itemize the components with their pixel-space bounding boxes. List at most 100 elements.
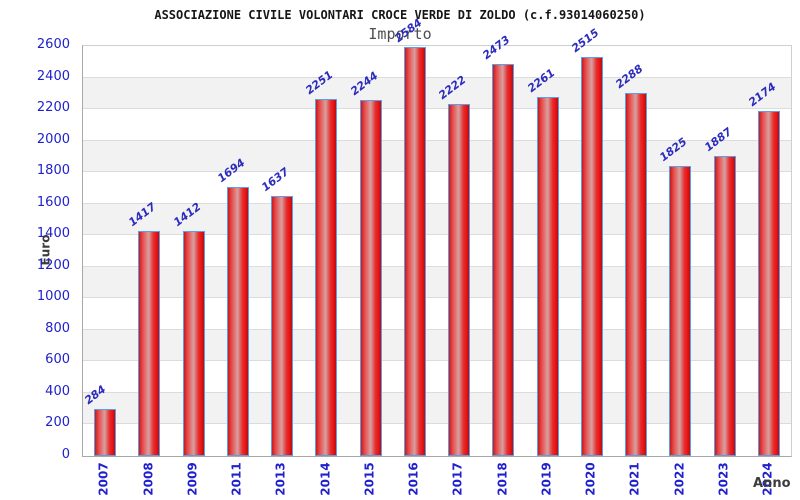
x-tick-cell: 2017 (436, 457, 480, 500)
x-tick-cell: 2015 (348, 457, 392, 500)
bar-value-label: 2251 (303, 68, 336, 98)
x-tick-label: 2007 (97, 461, 112, 496)
bar (226, 186, 249, 456)
bar-slot: 1887 (701, 46, 747, 456)
bar-slot: 1417 (127, 46, 171, 456)
bar-slot: 284 (82, 46, 127, 456)
x-tick-label: 2009 (185, 461, 200, 496)
x-tick-label: 2018 (495, 461, 510, 496)
bar (271, 195, 294, 456)
bar (713, 156, 736, 456)
plot-band (83, 109, 791, 141)
y-tick-label: 2000 (36, 131, 70, 147)
bar-value-label: 1637 (259, 165, 292, 194)
y-tick-label: 1200 (36, 257, 70, 273)
x-tick-label: 2019 (539, 461, 554, 496)
bar-value-label: 2244 (347, 69, 381, 99)
y-tick-label: 200 (45, 415, 70, 431)
plot-area: 284 1417 1412 1694 1637 2251 2244 2584 2222 2473 2… (82, 16, 792, 457)
x-tick-label: 2022 (672, 461, 687, 496)
bar (448, 103, 471, 456)
bar-value-label: 1887 (701, 125, 735, 155)
bar (669, 166, 692, 456)
chart-title: ASSOCIAZIONE CIVILE VOLONTARI CROCE VERD… (154, 8, 646, 22)
bar (536, 97, 559, 456)
bar-slot: 2244 (347, 46, 393, 456)
gridline (83, 265, 791, 267)
bar-slot: 2251 (304, 46, 348, 456)
gridline (83, 360, 791, 362)
bar (359, 100, 382, 456)
bar-value-label: 2288 (613, 62, 646, 92)
bar-value-label: 1412 (170, 200, 204, 230)
y-tick-label: 1600 (36, 194, 70, 210)
gridline (83, 297, 791, 299)
bar-value-label: 1417 (126, 199, 159, 229)
bar-slot: 1825 (658, 46, 702, 456)
x-axis-title: Anno (753, 476, 791, 491)
y-tick-label: 0 (61, 447, 70, 462)
y-tick-label: 2600 (36, 37, 70, 52)
y-tick-label: 800 (45, 320, 70, 336)
x-tick-label: 2011 (229, 461, 244, 496)
bar-slot: 2515 (569, 27, 614, 456)
x-tick-label: 2021 (628, 461, 643, 496)
x-tick-label: 2020 (583, 461, 598, 496)
x-tick-cell: 2013 (259, 457, 303, 500)
gridline (83, 76, 791, 78)
x-tick-label: 2013 (274, 461, 289, 496)
y-tick-label: 2200 (36, 100, 70, 116)
bar (580, 57, 603, 456)
x-tick-cell: 2009 (171, 457, 215, 500)
bar-slot: 2473 (481, 33, 525, 456)
y-tick-label: 400 (45, 383, 70, 399)
x-tick-label: 2015 (362, 461, 377, 496)
gridline (83, 202, 791, 204)
x-tick-cell: 2018 (480, 457, 524, 500)
gridline (83, 171, 791, 173)
bar-value-label: 1694 (215, 156, 248, 185)
bar (403, 46, 426, 456)
bar-slot: 2222 (436, 46, 481, 456)
x-tick-cell: 2014 (303, 457, 347, 500)
x-tick-label: 2014 (318, 461, 333, 496)
bar-slot: 2174 (746, 46, 791, 456)
y-axis: 0 200 400 600 800 1000 1200 1400 1600 1800 2000 220… (0, 37, 70, 462)
x-axis: 2007 2008 2009 2011 2013 2014 2015 2016 2017 2018… (82, 457, 790, 500)
bar (94, 409, 117, 456)
bar (757, 111, 780, 456)
bar-slot: 1694 (215, 46, 260, 456)
x-tick-cell: 2016 (392, 457, 436, 500)
x-tick-cell: 2007 (82, 457, 126, 500)
bar (138, 230, 161, 456)
x-tick-cell: 2023 (702, 457, 746, 500)
plot-band (83, 46, 791, 78)
x-tick-cell: 2022 (657, 457, 701, 500)
bar (492, 64, 515, 456)
x-tick-label: 2016 (406, 461, 421, 496)
x-tick-cell: 2011 (215, 457, 259, 500)
gridline (83, 234, 791, 236)
x-tick-label: 2017 (451, 461, 466, 496)
bar-value-label: 2261 (524, 66, 558, 96)
chart-subtitle: Importo (368, 25, 432, 43)
x-tick-cell: 2019 (525, 457, 569, 500)
x-tick-label: 2023 (716, 461, 731, 496)
bar-value-label: 2174 (746, 80, 779, 110)
plot-band (83, 77, 791, 110)
x-tick-cell: 2008 (126, 457, 170, 500)
bar-value-label: 1825 (657, 135, 690, 165)
gridline (83, 423, 791, 425)
y-tick-label: 600 (45, 352, 70, 368)
bar-value-label: 2222 (436, 72, 469, 102)
bar-slot: 1412 (170, 46, 216, 456)
gridline (83, 391, 791, 393)
gridline (83, 139, 791, 141)
y-tick-label: 2400 (36, 68, 70, 84)
bar (182, 231, 205, 456)
bars-container: 284 1417 1412 1694 1637 2251 2244 2584 2222 2473 2… (82, 16, 791, 456)
bar (315, 99, 338, 456)
x-tick-label: 2008 (141, 461, 156, 496)
bar-slot: 1637 (259, 46, 304, 456)
